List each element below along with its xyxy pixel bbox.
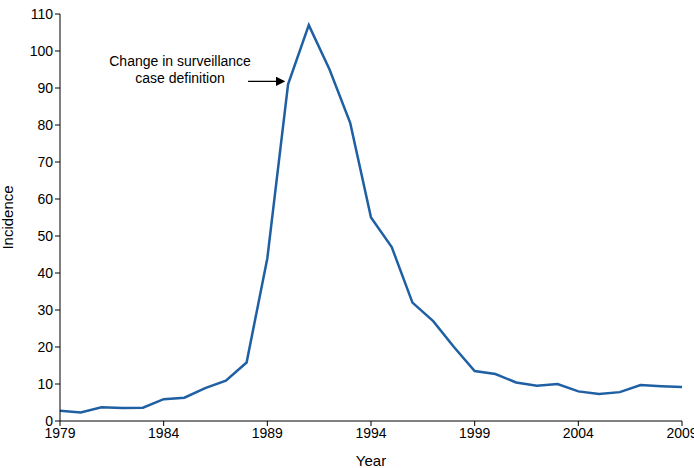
svg-text:1989: 1989	[252, 425, 283, 441]
svg-text:80: 80	[37, 117, 53, 133]
svg-text:1979: 1979	[44, 424, 76, 441]
svg-text:1999: 1999	[459, 425, 490, 441]
svg-text:Change in surveillance: Change in surveillance	[109, 53, 251, 69]
svg-text:2004: 2004	[563, 425, 594, 441]
svg-text:10: 10	[37, 376, 53, 392]
svg-text:Year: Year	[356, 452, 386, 468]
svg-text:Incidence: Incidence	[8, 185, 16, 249]
svg-text:90: 90	[37, 80, 53, 96]
svg-text:case definition: case definition	[135, 70, 225, 86]
svg-text:1994: 1994	[355, 425, 386, 441]
svg-text:70: 70	[37, 154, 53, 170]
svg-text:40: 40	[37, 265, 53, 281]
svg-text:30: 30	[37, 302, 53, 318]
svg-text:20: 20	[37, 339, 53, 355]
svg-text:110: 110	[31, 6, 54, 22]
svg-text:0: 0	[45, 413, 53, 429]
svg-text:50: 50	[37, 228, 53, 244]
svg-text:100: 100	[30, 43, 54, 59]
svg-text:2009: 2009	[666, 425, 686, 441]
svg-text:1984: 1984	[148, 425, 179, 441]
svg-text:60: 60	[37, 191, 53, 207]
